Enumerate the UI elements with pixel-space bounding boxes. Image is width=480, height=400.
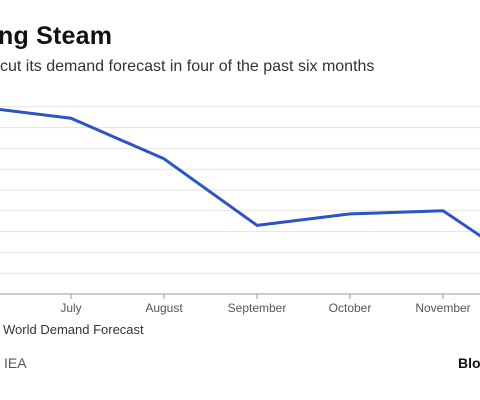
x-tick-label: November: [415, 301, 470, 315]
gridlines: [0, 106, 480, 274]
x-axis: July August September October November: [0, 293, 480, 315]
x-tick-label: August: [145, 301, 183, 315]
source-label: IEA: [4, 355, 27, 371]
brand-logo: Blo: [458, 355, 480, 371]
chart-subtitle: cut its demand forecast in four of the p…: [0, 58, 375, 75]
x-tick-label: September: [228, 301, 287, 315]
legend-label: World Demand Forecast: [3, 322, 144, 337]
chart-title: ng Steam: [0, 22, 113, 50]
x-tick-label: July: [60, 301, 81, 315]
series-layer: [0, 107, 480, 238]
x-tick-label: October: [329, 301, 372, 315]
